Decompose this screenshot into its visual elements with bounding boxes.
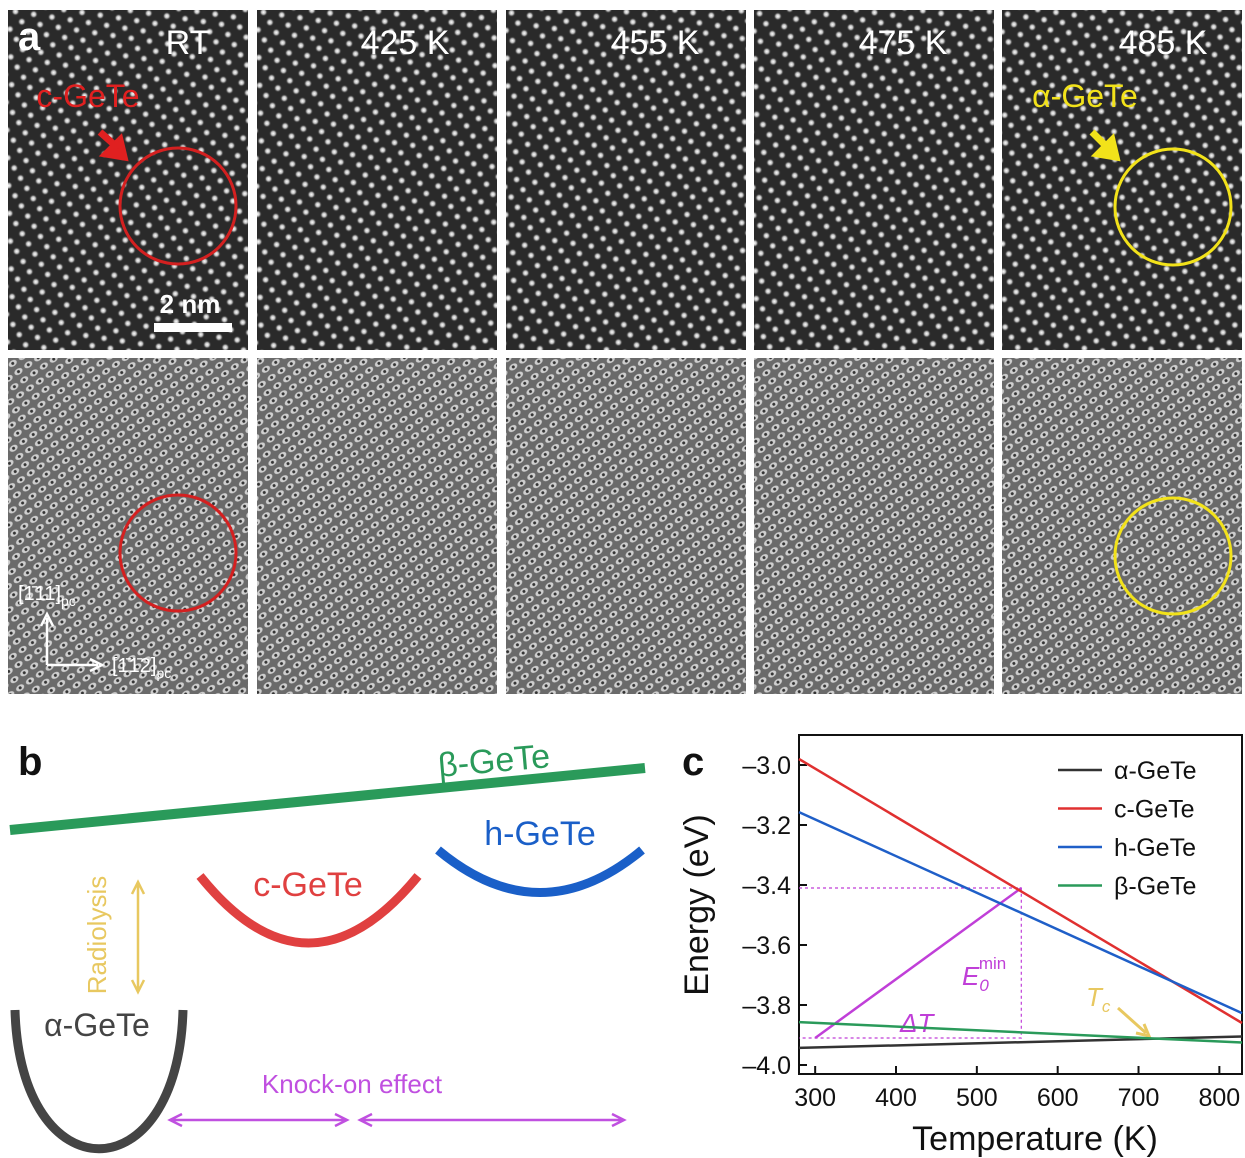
process-label: Radiolysis <box>82 876 112 995</box>
panel-label: a <box>18 15 41 59</box>
phase-label: α-GeTe <box>44 1007 150 1043</box>
y-tick-label: –3.0 <box>742 752 791 780</box>
annotation: Tc <box>1086 982 1111 1016</box>
tem-image <box>257 358 497 694</box>
y-tick-label: –3.2 <box>742 812 791 840</box>
plot-frame <box>799 735 1242 1074</box>
annotation-sup: min <box>979 954 1006 973</box>
annotation-main: E <box>962 961 980 991</box>
legend-label: β-GeTe <box>1114 873 1196 901</box>
temperature: 475 K <box>859 24 948 62</box>
y-tick-label: –3.4 <box>742 872 791 900</box>
scale-bar-label: 2 nm <box>160 289 221 319</box>
arrow <box>132 882 144 992</box>
direction: [1̄1̄2] <box>112 655 156 677</box>
direction: [1̄11] <box>18 583 61 605</box>
phase-label: c-GeTe <box>36 78 139 114</box>
temperature: 485 K <box>1119 24 1208 62</box>
phase-label: h-GeTe <box>484 815 596 853</box>
y-tick-label: –3.8 <box>742 992 791 1020</box>
tem-image <box>754 358 994 694</box>
x-tick-label: 700 <box>1118 1084 1160 1112</box>
energy-well <box>438 850 642 893</box>
annotation: E0 min <box>962 954 1006 995</box>
arrow <box>1118 1008 1149 1036</box>
phase-label: α-GeTe <box>1032 78 1138 114</box>
panel-label: c <box>682 740 704 784</box>
annotation-sub: c <box>1102 997 1111 1016</box>
figure: a RT 425 K 455 K 475 K 485 K c-GeTe α-Ge… <box>0 0 1245 1158</box>
temperature: 425 K <box>361 24 450 62</box>
panel-label: b <box>18 740 42 784</box>
legend-label: α-GeTe <box>1114 757 1197 785</box>
x-tick-label: 300 <box>794 1084 836 1112</box>
y-tick-label: –4.0 <box>742 1052 791 1080</box>
scale-bar <box>154 323 232 332</box>
x-tick-label: 600 <box>1037 1084 1079 1112</box>
process-label: Knock-on effect <box>262 1069 443 1099</box>
temperature: RT <box>166 24 211 62</box>
x-axis-title: Temperature (K) <box>912 1120 1158 1158</box>
arrow <box>170 1114 624 1126</box>
panel-b: b β-GeTe h-GeTe c-GeTe α-GeTe Radiolysis… <box>10 737 645 1149</box>
tem-image <box>506 358 746 694</box>
x-tick-label: 800 <box>1199 1084 1241 1112</box>
annotation-sub: 0 <box>979 976 989 995</box>
direction-sub: pc <box>61 593 76 609</box>
temperature: 455 K <box>611 24 700 62</box>
y-tick-label: –3.6 <box>742 932 791 960</box>
series-line <box>799 1022 1242 1042</box>
phase-label: c-GeTe <box>253 866 363 904</box>
annotation: ΔT <box>899 1008 935 1038</box>
chart: c Energy (eV) Temperature (K) E0 min ΔT T… <box>678 735 1242 1158</box>
legend-label: c-GeTe <box>1114 796 1195 824</box>
x-tick-label: 500 <box>956 1084 998 1112</box>
legend-label: h-GeTe <box>1114 834 1196 862</box>
direction-sub: pc <box>156 665 171 681</box>
y-axis-title: Energy (eV) <box>678 814 716 995</box>
x-tick-label: 400 <box>875 1084 917 1112</box>
